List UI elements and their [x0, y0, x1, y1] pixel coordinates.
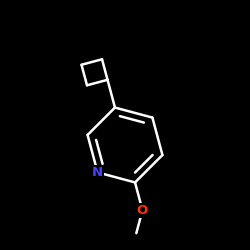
Text: N: N: [92, 166, 103, 179]
Text: O: O: [137, 204, 148, 217]
